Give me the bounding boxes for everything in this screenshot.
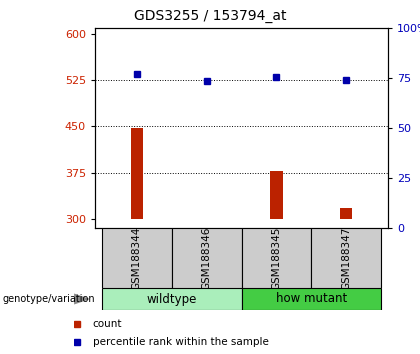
Text: wildtype: wildtype: [147, 292, 197, 306]
Text: percentile rank within the sample: percentile rank within the sample: [93, 337, 269, 348]
Bar: [102, 228, 172, 288]
Text: GSM188346: GSM188346: [202, 226, 212, 290]
Text: count: count: [93, 319, 122, 329]
Bar: [172, 228, 242, 288]
Bar: [340, 208, 352, 219]
Bar: [131, 128, 143, 219]
Bar: [270, 171, 283, 219]
Bar: [241, 228, 311, 288]
Text: GSM188344: GSM188344: [132, 226, 142, 290]
Text: GDS3255 / 153794_at: GDS3255 / 153794_at: [134, 9, 286, 23]
Bar: [311, 228, 381, 288]
Text: GSM188345: GSM188345: [271, 226, 281, 290]
Polygon shape: [74, 293, 90, 304]
Text: genotype/variation: genotype/variation: [2, 294, 95, 304]
Text: how mutant: how mutant: [276, 292, 347, 306]
Text: GSM188347: GSM188347: [341, 226, 351, 290]
Bar: [241, 288, 381, 310]
Bar: [102, 288, 242, 310]
